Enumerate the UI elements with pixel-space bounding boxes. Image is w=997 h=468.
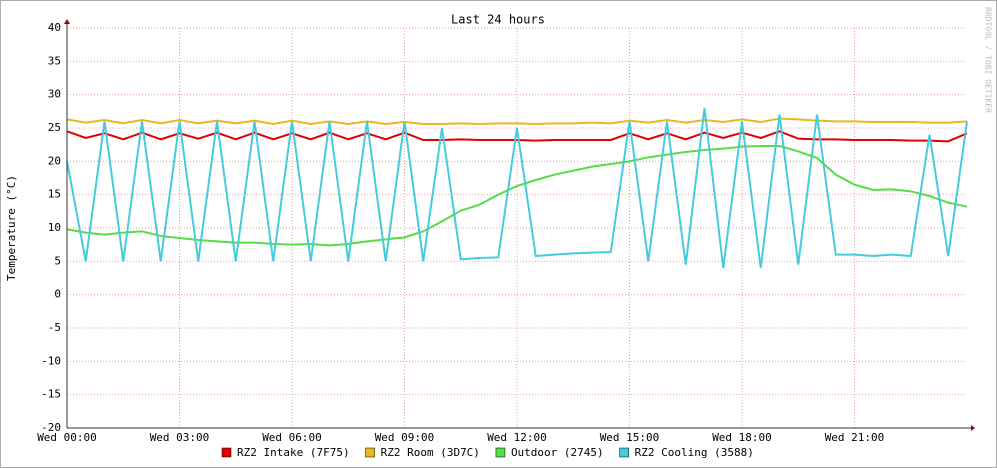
- x-tick-label: Wed 21:00: [825, 431, 885, 444]
- legend-swatch: [365, 447, 375, 458]
- x-tick-label: Wed 03:00: [150, 431, 210, 444]
- y-tick-label: -15: [41, 388, 61, 401]
- y-tick-label: 30: [48, 88, 61, 101]
- legend-label: RZ2 Cooling (3588): [635, 446, 754, 459]
- y-tick-label: 40: [48, 21, 61, 34]
- x-tick-label: Wed 18:00: [712, 431, 772, 444]
- y-tick-label: 5: [54, 254, 61, 267]
- watermark: RRDTOOL / TOBI OETIKER: [984, 7, 993, 113]
- x-arrow: [971, 425, 975, 431]
- y-tick-label: 0: [54, 288, 61, 301]
- series-line: [66, 107, 968, 269]
- x-tick-label: Wed 09:00: [375, 431, 435, 444]
- x-tick-label: Wed 15:00: [600, 431, 660, 444]
- series-line: [66, 130, 968, 143]
- legend-label: RZ2 Room (3D7C): [381, 446, 480, 459]
- legend-swatch: [221, 447, 232, 458]
- y-tick-label: 20: [48, 154, 61, 167]
- y-tick-label: 35: [48, 54, 61, 67]
- grid: [66, 27, 967, 429]
- lines: [66, 107, 968, 269]
- legend-swatch: [495, 447, 506, 458]
- y-tick-label: -10: [41, 354, 61, 367]
- y-tick-label: -20: [41, 421, 61, 434]
- y-tick-label: 15: [48, 188, 61, 201]
- legend-swatch: [619, 447, 629, 458]
- y-tick-label: -5: [48, 321, 61, 334]
- legend-label: RZ2 Intake (7F75): [237, 446, 350, 459]
- legend-label: Outdoor (2745): [511, 446, 604, 459]
- x-tick-label: Wed 12:00: [487, 431, 547, 444]
- y-arrow: [64, 19, 70, 24]
- y-tick-label: 10: [48, 221, 61, 234]
- y-axis-label: Temperature (°C): [5, 175, 18, 281]
- legend: RZ2 Intake (7F75) RZ2 Room (3D7C) Outdoor …: [221, 446, 754, 459]
- y-tick-label: 25: [48, 121, 61, 134]
- series-line: [66, 145, 968, 247]
- chart-title: Last 24 hours: [451, 13, 545, 27]
- x-tick-label: Wed 00:00: [37, 431, 97, 444]
- x-tick-label: Wed 06:00: [262, 431, 322, 444]
